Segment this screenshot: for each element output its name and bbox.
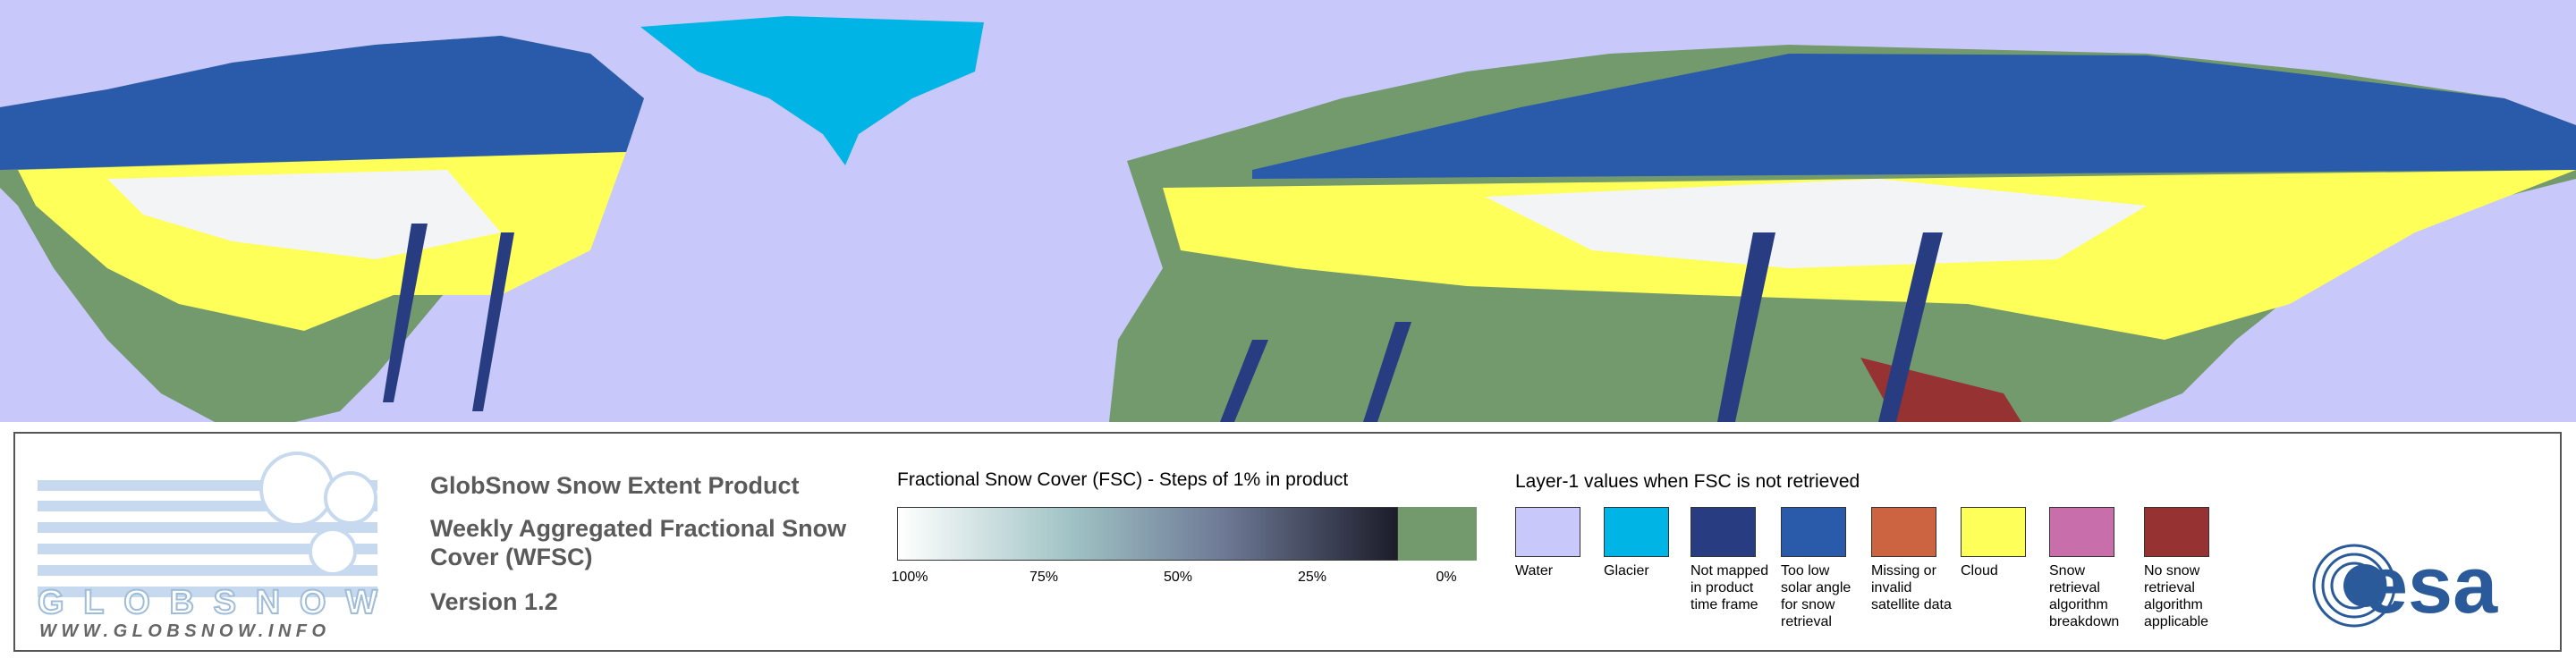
product-title: GlobSnow Snow Extent Product [430,472,800,499]
eurasia-low-sun [1252,54,2576,179]
legend-swatch [1781,507,1846,557]
globsnow-logo: GLOBSNOW WWW.GLOBSNOW.INFO [38,452,378,641]
fsc-tick-label: 75% [1029,570,1059,585]
fsc-tick-label: 25% [1297,570,1327,585]
fsc-tick-label: 100% [891,570,928,585]
legend-swatch [1515,507,1580,557]
layer1-title: Layer-1 values when FSC is not retrieved [1515,471,1860,492]
gap-strip [1878,232,1943,422]
legend-swatch [1961,507,2026,557]
snowflake [324,471,377,525]
legend-swatch [2144,507,2209,557]
gap-strip [383,224,428,402]
product-version: Version 1.2 [430,588,558,615]
legend-label: Not mapped in product time frame [1690,563,1769,612]
esa-text: esa [2363,541,2498,630]
legend-panel: GLOBSNOW WWW.GLOBSNOW.INFO GlobSnow Snow… [13,432,2562,652]
legend-label: Cloud [1961,563,1998,578]
fsc-tick-label: 50% [1163,570,1193,585]
legend-swatch [1604,507,1669,557]
legend-swatch [1871,507,1936,557]
eurasia-snow [1485,179,2147,268]
snowflake [309,528,357,576]
legend-label: Missing or invalid satellite data [1871,563,1952,612]
fsc-gradient [897,507,1398,561]
legend-label: Water [1515,563,1554,578]
esa-logo: esa [2312,541,2498,630]
product-subtitle: Weekly Aggregated Fractional Snow Cover … [430,515,847,570]
legend-swatch [2049,507,2114,557]
gap-strip [1363,322,1411,422]
gap-strip [472,232,514,411]
legend-label: No snow retrieval algorithm applicable [2144,563,2209,629]
north-america-snow [107,170,501,259]
snowflake [259,452,335,527]
legend-label: Snow retrieval algorithm breakdown [2049,563,2120,629]
esa-mark [2343,564,2386,607]
north-america-low-sun [0,36,644,170]
fsc-tick-label: 0% [1436,570,1457,585]
fsc-title: Fractional Snow Cover (FSC) - Steps of 1… [897,469,1349,490]
fsc-no-snow [1398,507,1477,561]
legend-label: Glacier [1604,563,1649,578]
legend-label: Too low solar angle for snow retrieval [1781,563,1852,629]
gap-strip [1220,340,1268,422]
legend-swatch [1690,507,1756,557]
map [0,0,2576,422]
gap-strip [1717,232,1775,422]
logo-url: WWW.GLOBSNOW.INFO [39,621,326,641]
greenland [640,16,984,165]
